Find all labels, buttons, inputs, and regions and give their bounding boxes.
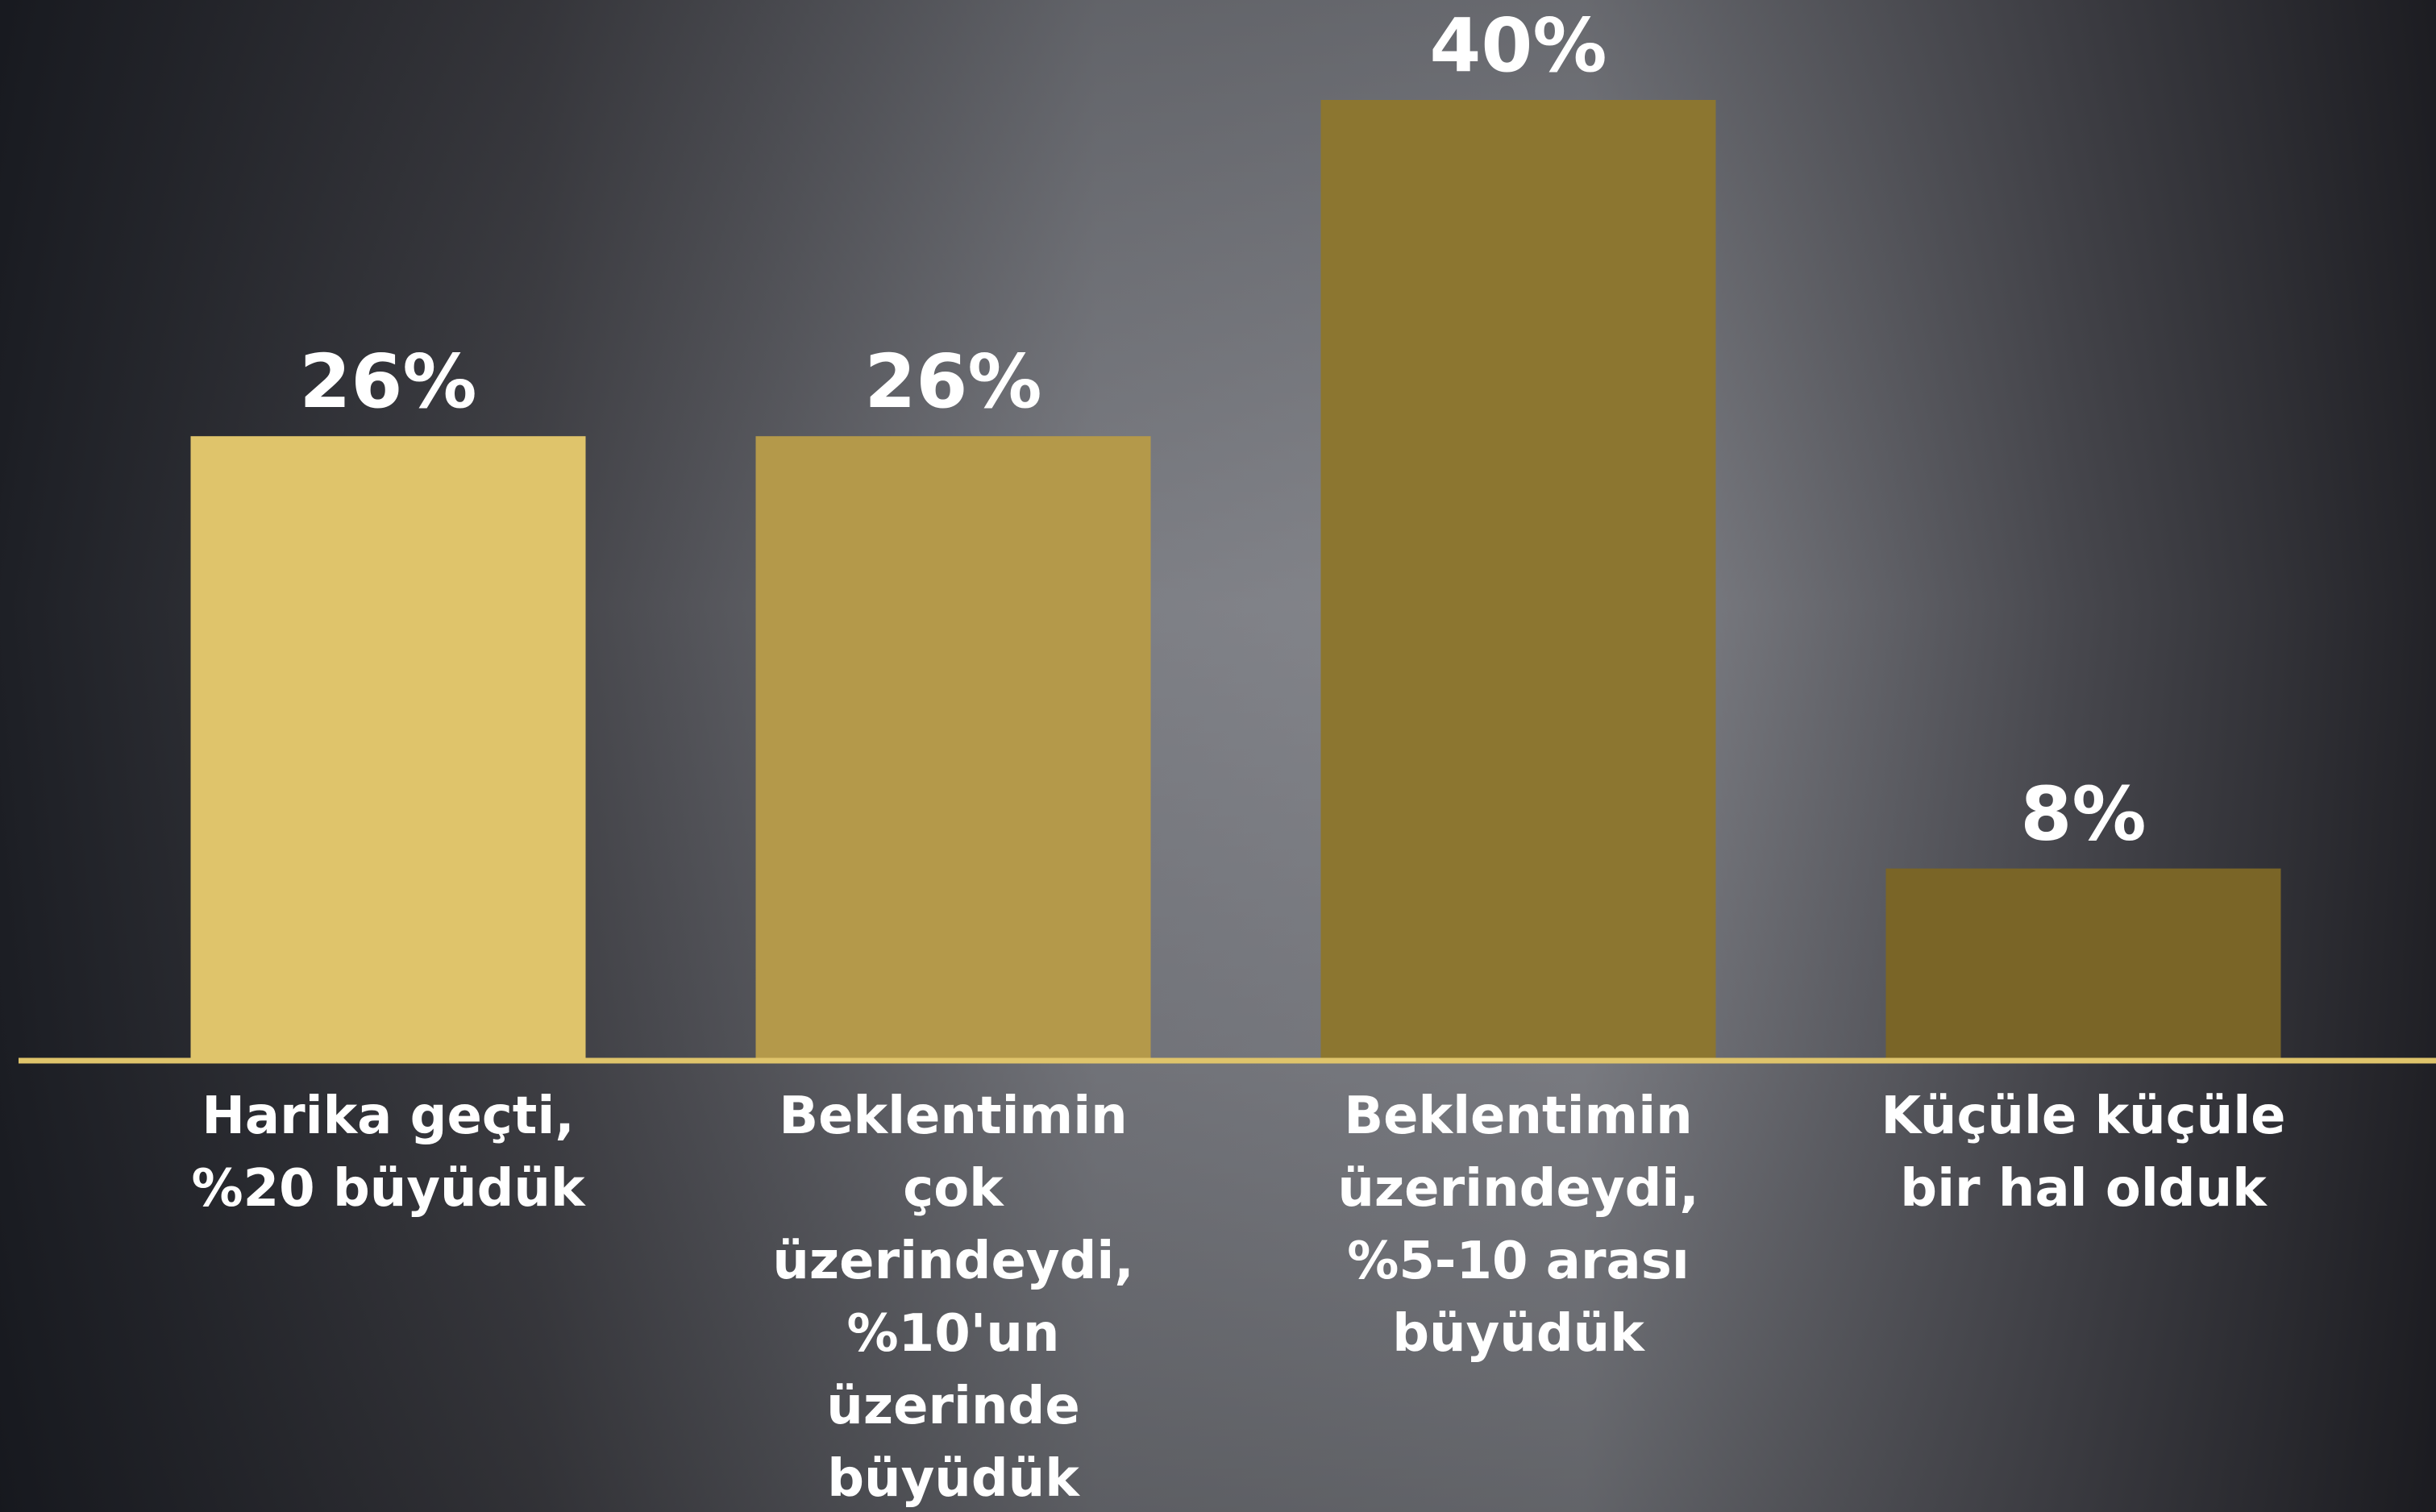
category-label: Beklentimin üzerindeydi, %5-10 arası büy… xyxy=(1337,1086,1699,1364)
value-label: 26% xyxy=(864,339,1041,425)
category-label: Küçüle küçüle bir hal olduk xyxy=(1881,1086,2286,1219)
value-label: 8% xyxy=(2020,771,2146,858)
category-label: Beklentimin çok üzerindeydi, %10'un üzer… xyxy=(772,1086,1134,1509)
bar xyxy=(190,436,586,1061)
bar xyxy=(1885,868,2281,1061)
category-label: Harika geçti, %20 büyüdük xyxy=(191,1086,585,1219)
value-label: 40% xyxy=(1429,2,1607,89)
value-label: 26% xyxy=(299,339,476,425)
bar xyxy=(1320,100,1716,1061)
bar xyxy=(755,436,1151,1061)
